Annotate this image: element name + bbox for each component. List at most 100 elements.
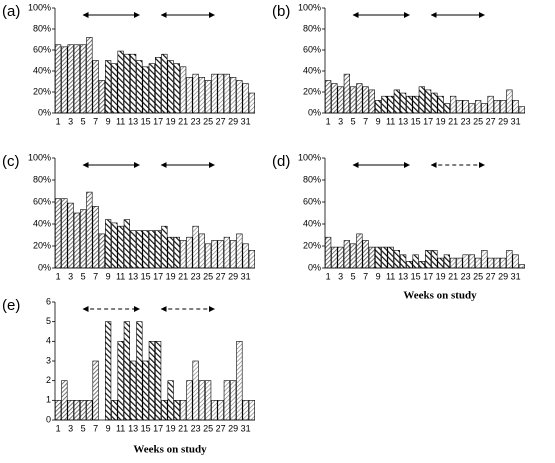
bar [236,80,243,114]
panel-label: (e) [2,297,20,314]
y-tick-label: 40% [303,218,321,228]
bar [493,257,500,269]
bar [198,77,206,114]
panel-label: (c) [2,153,20,170]
bar [130,53,137,114]
bar [481,103,488,114]
bar [437,257,444,269]
x-tick-label: 9 [106,423,111,433]
bar [418,86,425,114]
x-tick-label: 21 [178,271,188,281]
y-tick-label: 20% [33,86,51,96]
bar [98,80,106,114]
bar [449,95,457,114]
x-tick-label: 1 [326,116,331,126]
bar [80,209,87,269]
bar [487,257,494,269]
y-tick-label: 60% [303,44,321,54]
bar [167,236,174,269]
bar [73,400,81,421]
bar [86,191,93,269]
x-tick-label: 25 [203,271,213,281]
bar [92,206,99,269]
bar [61,380,68,421]
x-tick-label: 1 [56,423,61,433]
bar [368,246,375,269]
bar [374,246,382,269]
bar [499,100,507,114]
x-tick-label: 3 [68,116,73,126]
y-tick-label: 40% [303,65,321,75]
bar [130,360,137,421]
x-tick-label: 11 [116,271,125,281]
x-tick-label: 11 [386,271,395,281]
bar [387,95,394,114]
bar [173,400,181,421]
x-tick-label: 9 [376,271,381,281]
bar [456,257,463,269]
x-tick-label: 3 [338,271,343,281]
bar [474,257,482,269]
bar [198,233,206,269]
bar [73,44,81,114]
x-tick-label: 1 [56,116,61,126]
bar [148,230,156,269]
x-tick-label: 13 [398,116,408,126]
bar [67,202,74,269]
x-tick-label: 9 [376,116,381,126]
y-tick-label: 100% [298,2,321,12]
bar [230,77,237,114]
bar [186,236,193,269]
x-tick-label: 31 [241,423,251,433]
bar [387,246,394,269]
bar [142,360,149,421]
x-tick-label: 17 [153,116,163,126]
bar [86,37,93,114]
x-axis-label: Weeks on study [403,290,477,302]
x-tick-label: 7 [93,423,98,433]
x-tick-label: 17 [153,271,163,281]
bar [443,103,450,114]
bar [142,230,149,269]
bar [337,86,344,114]
x-tick-label: 19 [166,116,176,126]
x-tick-label: 21 [448,116,458,126]
x-tick-label: 29 [498,116,508,126]
x-tick-label: 15 [141,271,151,281]
bar [412,95,419,114]
y-tick-label: 20% [303,86,321,96]
x-tick-label: 29 [228,271,238,281]
bar [173,236,181,269]
bar [205,243,212,269]
x-tick-label: 15 [411,271,421,281]
bar [173,63,181,114]
bar [155,57,162,114]
bar [230,380,237,421]
bar [481,250,488,269]
bar [217,240,224,269]
bar [236,233,243,269]
x-tick-label: 31 [511,271,521,281]
bar [499,257,507,269]
y-tick-label: 100% [298,152,321,162]
x-tick-label: 17 [153,423,163,433]
x-tick-label: 13 [128,116,138,126]
bar [142,66,149,114]
y-tick-label: 0% [308,262,321,272]
y-tick-label: 60% [303,196,321,206]
bar [161,400,168,421]
x-tick-label: 27 [486,116,496,126]
y-tick-label: 20% [33,240,51,250]
y-tick-label: 40% [33,65,51,75]
bar [230,240,237,269]
x-tick-label: 3 [338,116,343,126]
x-axis-label: Weeks on study [133,444,207,456]
y-tick-label: 0% [308,107,321,117]
x-tick-label: 29 [228,423,238,433]
bar [518,264,525,269]
x-tick-label: 7 [93,271,98,281]
bar [117,225,124,269]
x-tick-label: 15 [411,116,421,126]
bar [223,236,231,269]
x-tick-label: 31 [511,116,521,126]
